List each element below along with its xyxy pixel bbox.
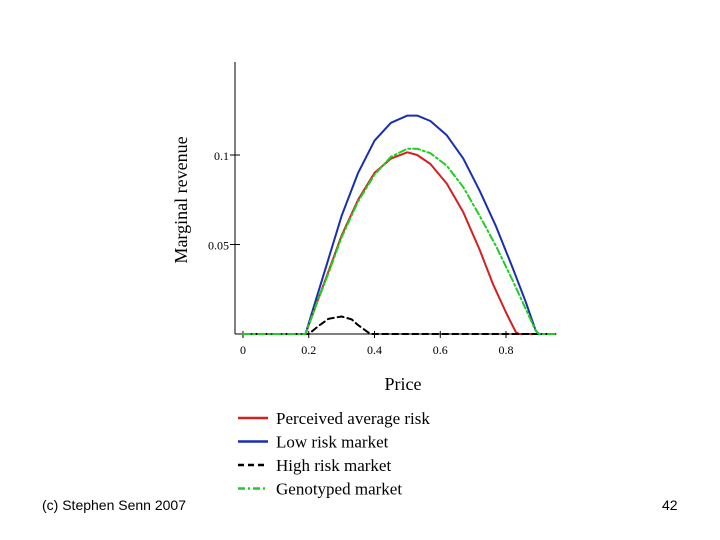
labels-layer: Price Marginal revenue bbox=[171, 136, 422, 394]
y-tick-label: 0.05 bbox=[208, 239, 229, 253]
series-line-low-risk-market bbox=[242, 114, 557, 335]
page-number: 42 bbox=[662, 497, 678, 513]
x-tick-label: 0.6 bbox=[433, 343, 448, 357]
legend-label-low-risk-market: Low risk market bbox=[276, 433, 389, 452]
legend-label-genotyped-market: Genotyped market bbox=[276, 480, 402, 499]
y-axis-label: Marginal revenue bbox=[171, 136, 191, 263]
legend: Perceived average risk Low risk market Hig… bbox=[238, 409, 430, 499]
series-line-perceived-average-risk bbox=[242, 151, 557, 335]
x-tick-label: 0 bbox=[240, 343, 246, 357]
legend-label-perceived-average-risk: Perceived average risk bbox=[276, 409, 430, 428]
series-line-high-risk-market bbox=[242, 315, 557, 335]
y-tick-label: 0.1 bbox=[214, 149, 229, 163]
x-axis-label: Price bbox=[385, 374, 422, 394]
legend-label-high-risk-market: High risk market bbox=[276, 456, 391, 475]
copyright-text: (c) Stephen Senn 2007 bbox=[42, 497, 186, 513]
series-layer bbox=[242, 114, 557, 335]
x-tick-label: 0.4 bbox=[367, 343, 382, 357]
axes: 0.05 0.1 0 0.2 0.4 0.6 0.8 bbox=[208, 62, 552, 357]
series-line-genotyped-market bbox=[242, 147, 557, 335]
x-tick-label: 0.8 bbox=[499, 343, 514, 357]
x-tick-label: 0.2 bbox=[301, 343, 316, 357]
